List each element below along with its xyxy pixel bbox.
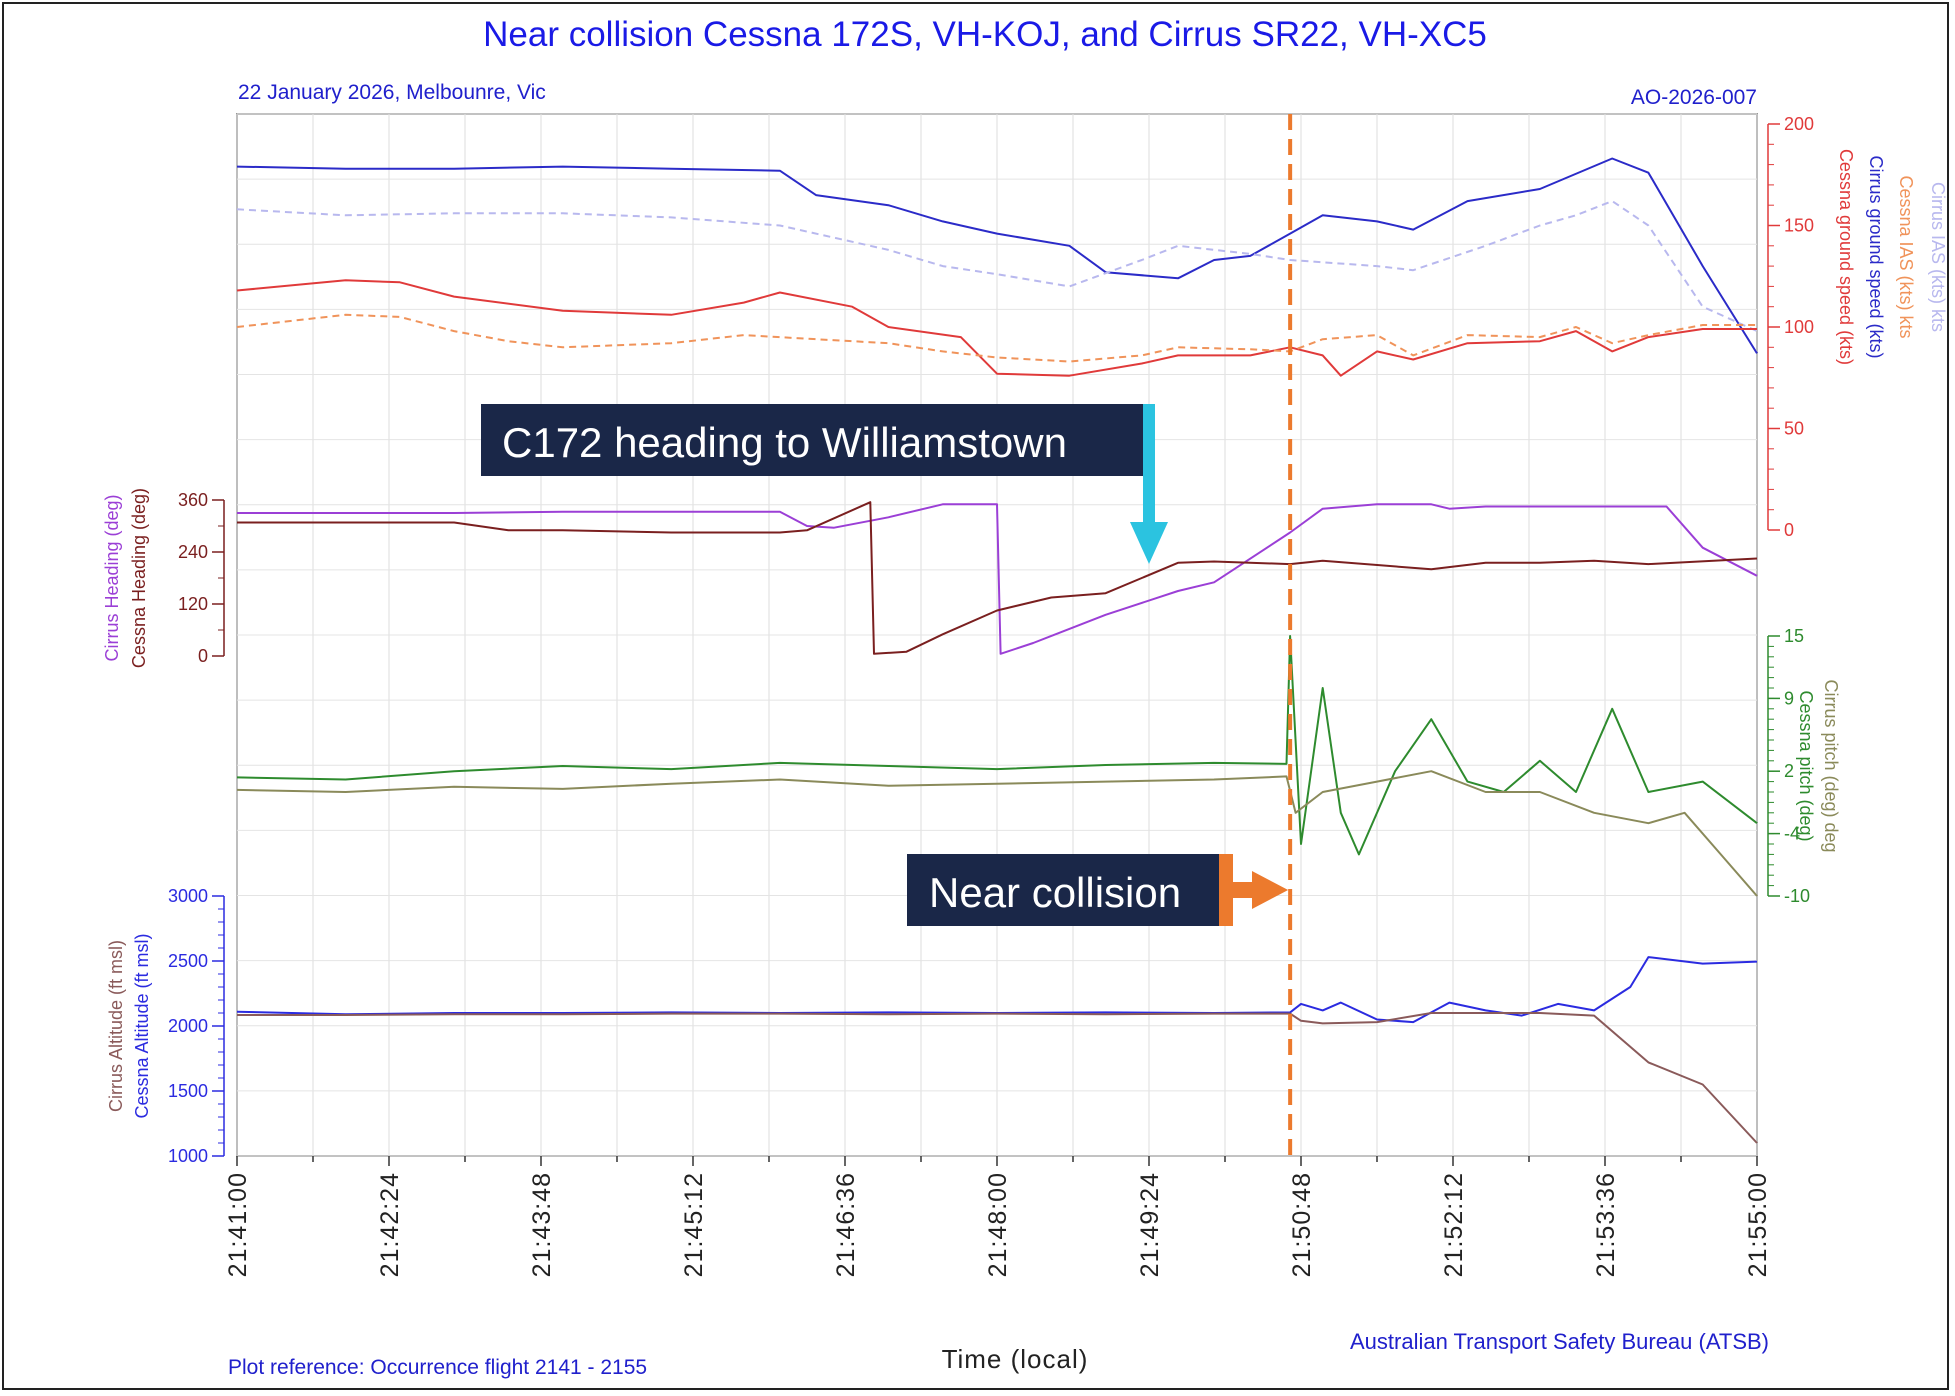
heading-series-line: [237, 503, 1758, 655]
speed-series-line: [236, 313, 1757, 363]
agency-credit: Australian Transport Safety Bureau (ATSB…: [1350, 1329, 1769, 1354]
speed-tick-label: 150: [1784, 216, 1814, 236]
altitude-tick-label: 2000: [168, 1016, 208, 1036]
pitch-axis-label: Cessna pitch (deg): [1796, 690, 1816, 841]
x-tick-label: 21:53:36: [1592, 1172, 1620, 1277]
heading-tick-label: 0: [198, 646, 208, 666]
series-layer: [236, 157, 1758, 1144]
x-tick-label: 21:45:12: [680, 1172, 708, 1277]
altitude-axis-label: Cessna Altitude (ft msl): [132, 933, 152, 1118]
speed-series-line: [236, 200, 1758, 333]
pitch-series-line: [236, 635, 1758, 856]
heading-tick-label: 240: [178, 542, 208, 562]
collision-callout-text: Near collision: [929, 869, 1181, 916]
heading-tick-label: 360: [178, 490, 208, 510]
altitude-axis-label: Cirrus Altitude (ft msl): [106, 940, 126, 1112]
plot-reference: Plot reference: Occurrence flight 2141 -…: [228, 1356, 647, 1379]
pitch-tick-label: -4: [1784, 824, 1800, 844]
pitch-tick-label: 9: [1784, 688, 1794, 708]
x-tick-label: 21:52:12: [1440, 1172, 1468, 1277]
pitch-tick-label: 15: [1784, 626, 1804, 646]
x-tick-label: 21:50:48: [1288, 1172, 1316, 1277]
altitude-series-line: [236, 956, 1758, 1024]
pitch-axis-label: Cirrus pitch (deg) deg: [1821, 679, 1841, 852]
chart-title: Near collision Cessna 172S, VH-KOJ, and …: [483, 15, 1487, 54]
heading-arrow-icon: [1130, 404, 1168, 564]
collision-arrow-icon: [1233, 871, 1289, 909]
x-axis-ticks: 21:41:00 21:42:24 21:43:48 21:45:12 21:46:36…: [224, 1156, 1772, 1277]
y-axis-labels: Cirrus IAS (kts) kts Cessna IAS (kts) kts…: [102, 149, 1948, 1119]
heading-callout-text: C172 heading to Williamstown: [502, 419, 1067, 466]
speed-tick-label: 50: [1784, 419, 1804, 439]
x-tick-label: 21:49:24: [1136, 1172, 1164, 1277]
x-tick-label: 21:41:00: [224, 1172, 252, 1277]
heading-tick-label: 120: [178, 594, 208, 614]
plot-area: 0501001502000120240360-10-42915100015002…: [102, 113, 1948, 1277]
altitude-tick-label: 1000: [168, 1146, 208, 1166]
pitch-tick-label: 2: [1784, 761, 1794, 781]
x-tick-label: 21:48:00: [984, 1172, 1012, 1277]
altitude-tick-label: 1500: [168, 1081, 208, 1101]
speed-series-line: [236, 279, 1757, 377]
heading-axis-label: Cessna Heading (deg): [129, 488, 149, 668]
speed-tick-label: 200: [1784, 114, 1814, 134]
heading-series-line: [237, 501, 1758, 655]
speed-axis-label: Cirrus ground speed (kts): [1866, 155, 1886, 358]
altitude-tick-label: 2500: [168, 951, 208, 971]
speed-axis-label: Cessna ground speed (kts): [1836, 149, 1856, 365]
x-axis-label: Time (local): [942, 1344, 1089, 1374]
heading-callout: C172 heading to Williamstown: [481, 404, 1168, 564]
heading-callout-box: [481, 404, 1148, 476]
altitude-tick-label: 3000: [168, 886, 208, 906]
speed-axis-label: Cessna IAS (kts) kts: [1896, 175, 1916, 338]
altitude-series-line: [237, 1012, 1758, 1144]
speed-series-line: [236, 157, 1758, 354]
chart-subtitle-right: AO-2026-007: [1631, 86, 1757, 109]
chart-subtitle-left: 22 January 2026, Melbounre, Vic: [238, 81, 546, 104]
x-tick-label: 21:42:24: [376, 1172, 404, 1277]
speed-axis-label: Cirrus IAS (kts) kts: [1928, 182, 1948, 332]
collision-callout-box: [907, 854, 1219, 926]
speed-tick-label: 100: [1784, 317, 1814, 337]
heading-axis-label: Cirrus Heading (deg): [102, 494, 122, 661]
gridlines: [236, 113, 1758, 1157]
x-tick-label: 21:46:36: [832, 1172, 860, 1277]
speed-tick-label: 0: [1784, 520, 1794, 540]
x-tick-label: 21:55:00: [1744, 1172, 1772, 1277]
x-tick-label: 21:43:48: [528, 1172, 556, 1277]
collision-callout-accent: [1219, 854, 1233, 926]
collision-callout: Near collision: [907, 854, 1289, 926]
axes-layer: 0501001502000120240360-10-42915100015002…: [168, 114, 1814, 1166]
pitch-tick-label: -10: [1784, 886, 1810, 906]
